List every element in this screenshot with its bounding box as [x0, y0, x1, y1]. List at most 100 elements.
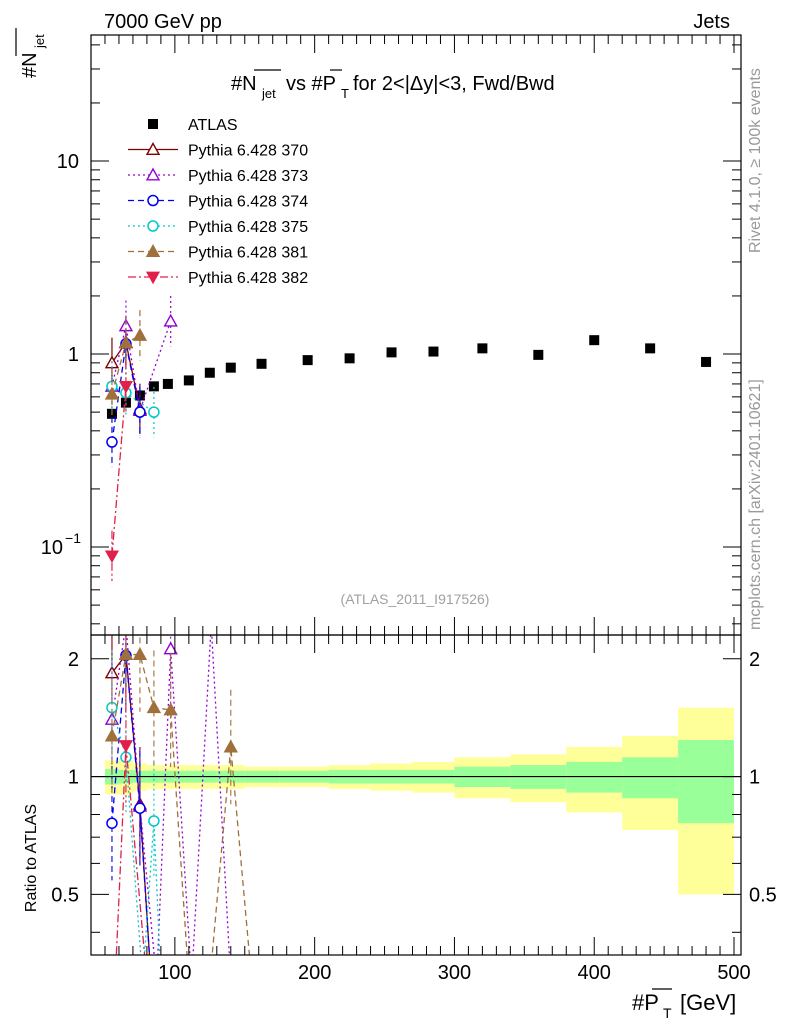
ratio-point-4-3 — [146, 700, 162, 714]
ratio-line-2 — [111, 655, 151, 955]
mcplots-label: mcplots.cern.ch [arXiv:2401.10621] — [747, 379, 764, 630]
data-point-0-5 — [183, 375, 194, 386]
ratio-line-1 — [111, 635, 230, 955]
data-point-3-0 — [106, 436, 118, 448]
legend-label: Pythia 6.428 370 — [188, 143, 308, 160]
ratio-y-tick-label: 0.5 — [51, 884, 79, 906]
data-point-0-14 — [533, 349, 544, 360]
svg-text:#N: #N — [231, 73, 257, 95]
ratio-frame — [90, 634, 742, 956]
ratio-line-3 — [111, 707, 161, 955]
series-line-3 — [111, 343, 141, 443]
data-point-0-10 — [344, 353, 355, 364]
legend-marker — [145, 244, 161, 257]
svg-text:T: T — [663, 1005, 672, 1021]
legend-entry-3: Pythia 6.428 374 — [128, 194, 308, 211]
ratio-series-5 — [115, 688, 146, 955]
data-point-6-0 — [104, 550, 119, 564]
ratio-point-4-7 — [223, 739, 238, 753]
series-line-2 — [111, 320, 172, 411]
y-tick-label-exponent: −1 — [65, 530, 81, 546]
main-series-5 — [104, 310, 148, 420]
legend-entry-0: ATLAS — [148, 117, 238, 134]
y-axis-label: #N jet — [15, 28, 47, 78]
data-point-4-2 — [148, 406, 160, 418]
stat-uncertainty-band — [622, 757, 679, 799]
y-tick-label: 10 — [41, 537, 63, 559]
rivet-version-label: Rivet 4.1.0, ≥ 100k events — [747, 68, 764, 253]
svg-text:#P: #P — [632, 990, 659, 1015]
ratio-y-tick-label-right: 2 — [749, 649, 760, 671]
ratio-y-label: Ratio to ATLAS — [23, 804, 40, 912]
legend-label: Pythia 6.428 374 — [188, 194, 308, 211]
legend-marker — [148, 119, 158, 129]
ratio-y-tick-label-right: 1 — [749, 767, 760, 789]
ratio-axes: 0.5 0.5 1 1 2 2 100 200 300 400 500 — [51, 634, 777, 984]
legend-entry-1: Pythia 6.428 370 — [128, 142, 308, 160]
legend-entry-2: Pythia 6.428 373 — [128, 167, 308, 185]
ratio-series-group — [104, 635, 251, 955]
legend-label: ATLAS — [188, 117, 238, 134]
x-tick-label: 500 — [717, 962, 750, 984]
ratio-point-4-1 — [118, 647, 134, 661]
legend: ATLAS Pythia 6.428 370 Pythia 6.428 373 Pyt… — [128, 117, 308, 287]
ratio-point-4-4 — [163, 702, 178, 716]
data-point-0-3 — [148, 381, 159, 392]
legend-marker — [147, 220, 159, 232]
data-point-0-15 — [589, 335, 600, 346]
data-point-0-13 — [477, 343, 488, 354]
main-series-0 — [106, 335, 712, 419]
svg-text:jet: jet — [261, 86, 276, 101]
x-tick-label: 300 — [438, 962, 471, 984]
ratio-y-tick-label-right: 0.5 — [749, 884, 777, 906]
ratio-series-layer — [104, 635, 251, 955]
data-point-0-6 — [204, 367, 215, 378]
svg-text:#N: #N — [19, 52, 41, 78]
legend-label: Pythia 6.428 373 — [188, 168, 308, 185]
data-point-6-1 — [118, 380, 133, 394]
plot-title: #N jet vs #P T for 2<|Δy|<3, Fwd/Bwd — [231, 69, 555, 101]
data-point-3-2 — [134, 406, 146, 418]
legend-entry-4: Pythia 6.428 375 — [128, 219, 308, 236]
y-tick-label: 10 — [57, 151, 79, 173]
ratio-point-4-2 — [132, 647, 148, 661]
x-tick-label: 400 — [578, 962, 611, 984]
stat-uncertainty-band — [678, 740, 735, 824]
x-tick-label: 100 — [158, 962, 191, 984]
data-point-0-7 — [225, 362, 236, 373]
ratio-point-4-0 — [104, 728, 120, 742]
ratio-point-3-3 — [148, 815, 160, 827]
svg-text:jet: jet — [32, 34, 47, 49]
svg-text:vs #P: vs #P — [286, 73, 336, 95]
legend-label: Pythia 6.428 375 — [188, 219, 308, 236]
legend-marker — [147, 194, 159, 207]
stat-uncertainty-band — [566, 761, 623, 793]
ratio-series-3 — [106, 650, 161, 955]
svg-text:T: T — [341, 86, 349, 101]
legend-marker — [145, 142, 161, 156]
data-point-0-4 — [162, 378, 173, 389]
ratio-uncertainty-bands — [91, 707, 741, 895]
data-point-5-2 — [132, 327, 148, 341]
main-series-layer — [104, 296, 712, 581]
legend-label: Pythia 6.428 382 — [188, 270, 308, 287]
data-point-0-8 — [256, 358, 267, 369]
main-series-6 — [104, 361, 133, 581]
analysis-watermark: (ATLAS_2011_I917526) — [341, 591, 490, 607]
y-tick-label: 1 — [68, 344, 79, 366]
header-process: Jets — [693, 11, 730, 33]
data-point-0-11 — [386, 347, 397, 358]
x-axis-label: #P T [GeV] — [632, 988, 736, 1021]
legend-label: Pythia 6.428 381 — [188, 245, 308, 262]
legend-marker — [145, 271, 161, 285]
ratio-panel: 0.5 0.5 1 1 2 2 100 200 300 400 500 Ratio to ATLAS… — [23, 634, 777, 1021]
ratio-point-2-2 — [134, 802, 146, 814]
svg-text:for 2<|Δy|<3, Fwd/Bwd: for 2<|Δy|<3, Fwd/Bwd — [353, 73, 555, 95]
ratio-y-tick-label: 1 — [68, 767, 79, 789]
svg-text:[GeV]: [GeV] — [680, 990, 736, 1015]
x-tick-label: 200 — [298, 962, 331, 984]
series-line-6 — [111, 386, 127, 556]
